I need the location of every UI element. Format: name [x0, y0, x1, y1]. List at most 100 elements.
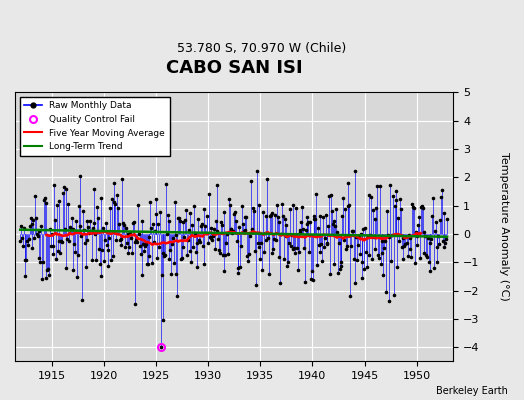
Point	[35, 228, 43, 234]
Point	[250, 208, 258, 214]
Point	[159, 250, 168, 256]
Point	[348, 228, 357, 234]
Point	[16, 238, 25, 245]
Point	[264, 235, 272, 242]
Point	[343, 242, 351, 249]
Point	[74, 252, 82, 258]
Point	[433, 244, 442, 250]
Point	[383, 208, 391, 214]
Point	[345, 202, 354, 209]
Point	[27, 214, 35, 221]
Point	[201, 223, 210, 229]
Y-axis label: Temperature Anomaly (°C): Temperature Anomaly (°C)	[499, 152, 509, 301]
Point	[61, 226, 69, 232]
Point	[182, 206, 190, 213]
Point	[356, 251, 364, 257]
Point	[342, 246, 350, 253]
Point	[406, 245, 414, 252]
Point	[331, 222, 340, 229]
Point	[59, 190, 67, 196]
Point	[406, 235, 414, 242]
Point	[348, 228, 356, 234]
Point	[439, 238, 447, 244]
Point	[187, 258, 195, 265]
Point	[146, 199, 155, 205]
Point	[170, 199, 179, 205]
Point	[145, 253, 154, 260]
Point	[191, 230, 199, 236]
Point	[125, 244, 134, 250]
Point	[150, 227, 159, 234]
Point	[299, 226, 307, 232]
Point	[411, 228, 420, 235]
Title: CABO SAN ISI: CABO SAN ISI	[166, 59, 302, 77]
Point	[75, 223, 84, 230]
Point	[35, 255, 43, 261]
Point	[199, 243, 207, 249]
Point	[199, 261, 208, 267]
Point	[65, 238, 73, 244]
Point	[97, 273, 106, 279]
Point	[420, 228, 429, 235]
Point	[416, 254, 424, 261]
Point	[301, 279, 309, 285]
Point	[301, 227, 310, 234]
Point	[58, 239, 67, 245]
Point	[204, 240, 212, 246]
Point	[209, 232, 217, 239]
Point	[387, 258, 396, 264]
Point	[267, 210, 276, 216]
Point	[423, 254, 431, 260]
Point	[243, 252, 252, 259]
Point	[328, 208, 336, 214]
Point	[102, 220, 110, 226]
Point	[134, 202, 142, 208]
Point	[300, 245, 308, 251]
Point	[316, 213, 325, 219]
Point	[242, 214, 250, 220]
Point	[149, 238, 158, 245]
Point	[20, 273, 29, 280]
Point	[203, 213, 211, 219]
Point	[241, 226, 249, 233]
Point	[341, 206, 349, 212]
Point	[178, 255, 186, 262]
Point	[351, 280, 359, 286]
Point	[158, 316, 167, 323]
Point	[44, 266, 52, 272]
Point	[246, 178, 255, 184]
Point	[231, 209, 239, 215]
Point	[384, 232, 392, 238]
Point	[43, 267, 51, 274]
Point	[123, 239, 131, 246]
Point	[298, 204, 307, 210]
Point	[241, 214, 249, 220]
Point	[280, 216, 289, 222]
Point	[367, 194, 375, 200]
Point	[335, 240, 343, 246]
Point	[359, 226, 367, 232]
Point	[432, 219, 440, 225]
Point	[343, 203, 352, 209]
Point	[61, 186, 70, 192]
Point	[54, 238, 63, 244]
Point	[424, 235, 432, 241]
Point	[157, 272, 166, 278]
Point	[418, 202, 426, 209]
Point	[230, 211, 238, 217]
Point	[206, 234, 215, 241]
Legend: Raw Monthly Data, Quality Control Fail, Five Year Moving Average, Long-Term Tren: Raw Monthly Data, Quality Control Fail, …	[19, 97, 170, 156]
Point	[315, 249, 324, 255]
Point	[227, 226, 236, 233]
Point	[19, 225, 28, 232]
Point	[123, 250, 132, 256]
Point	[161, 252, 169, 258]
Point	[296, 227, 304, 234]
Point	[306, 218, 314, 225]
Point	[62, 264, 71, 271]
Point	[256, 256, 265, 262]
Point	[266, 213, 274, 219]
Point	[177, 256, 185, 262]
Point	[80, 227, 88, 234]
Point	[307, 275, 315, 282]
